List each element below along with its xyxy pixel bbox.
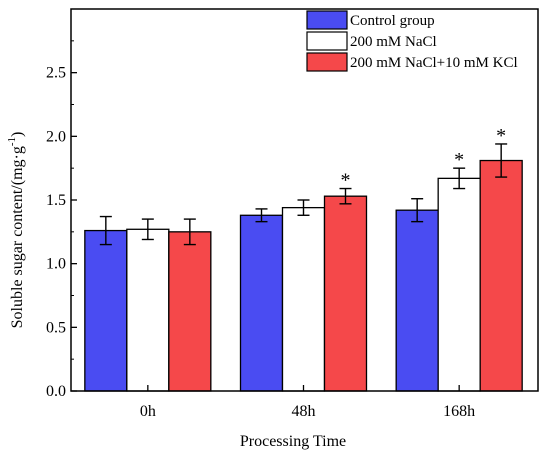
significance-marker: * [496,125,506,147]
legend-swatch [306,10,348,30]
x-tick-label: 0h [140,403,156,420]
bars: * * * [84,125,523,392]
legend-swatch [306,31,348,51]
x-axis-title: Processing Time [240,433,346,450]
bar-200-mm-nacl-48h [281,206,326,392]
y-tick-label: 1.0 [46,256,66,273]
legend: Control group 200 mM NaCl 200 mM NaCl+10 m… [306,10,518,72]
y-axis-title-close: ) [9,132,26,137]
x-tick-label: 168h [443,403,475,420]
significance-marker: * [454,149,464,171]
legend-swatch [306,52,348,72]
axes: 0.0 0.5 1.0 1.5 2.0 2.5 0h 48h 168h [46,8,539,420]
bar-200-mm-nacl-0h [126,228,170,392]
legend-label: 200 mM NaCl [350,34,437,50]
bar-200-mm-nacl-168h [437,177,481,392]
bar-200-mm-nacl-10-mm-kcl-168h [479,159,523,392]
bar-200-mm-nacl-10-mm-kcl-48h [323,195,368,392]
y-axis-title-main: Soluble sugar content/(mg·g [9,146,26,328]
y-axis-title-superscript: -1 [6,137,18,146]
x-tick-label: 48h [292,403,316,420]
legend-label: Control group [350,13,435,29]
bar-200-mm-nacl-10-mm-kcl-0h [168,231,212,392]
bar-control-group-0h [84,229,128,392]
y-tick-label: 0.5 [46,319,66,336]
bar-control-group-168h [395,209,439,392]
y-tick-label: 2.5 [46,65,66,82]
y-tick-label: 1.5 [46,192,66,209]
y-axis-title: Soluble sugar content/(mg·g-1) [6,132,26,329]
legend-label: 200 mM NaCl+10 mM KCl [350,55,518,71]
bar-control-group-48h [239,214,284,392]
y-tick-label: 2.0 [46,128,66,145]
y-tick-label: 0.0 [46,383,66,400]
significance-marker: * [341,170,351,192]
